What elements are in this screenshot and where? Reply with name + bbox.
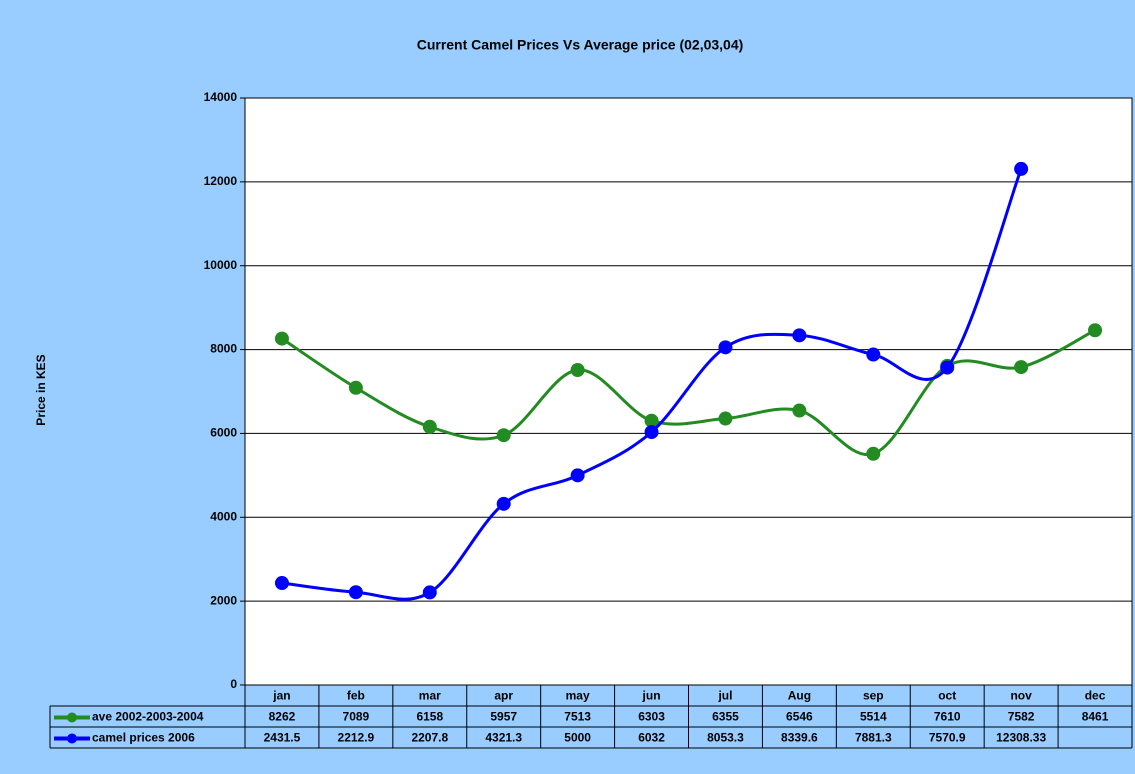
data-point (496, 496, 511, 511)
y-tick-label: 4000 (210, 509, 237, 523)
data-point (718, 340, 733, 355)
table-value: 2212.9 (338, 731, 375, 745)
x-tick-label: oct (938, 689, 956, 703)
table-value: 2431.5 (264, 731, 301, 745)
data-point (348, 380, 363, 395)
y-tick-label: 6000 (210, 426, 237, 440)
x-tick-label: dec (1085, 689, 1106, 703)
data-point (570, 362, 585, 377)
legend-marker (67, 733, 77, 744)
x-tick-label: sep (863, 689, 884, 703)
x-tick-label: feb (347, 689, 365, 703)
data-point (422, 585, 437, 600)
table-value: 12308.33 (996, 731, 1046, 745)
table-value: 5000 (564, 731, 591, 745)
data-point (644, 425, 659, 440)
table-value: 6355 (712, 710, 739, 724)
chart-title: Current Camel Prices Vs Average price (0… (417, 37, 744, 53)
data-point (1014, 161, 1029, 176)
data-point (792, 328, 807, 343)
table-value: 8339.6 (781, 731, 818, 745)
table-value: 7513 (564, 710, 591, 724)
data-point (570, 468, 585, 483)
data-point (496, 428, 511, 443)
legend-label: ave 2002-2003-2004 (92, 710, 204, 724)
data-point (1014, 360, 1029, 375)
x-tick-label: may (566, 689, 590, 703)
table-value: 7610 (934, 710, 961, 724)
x-tick-label: jan (272, 689, 290, 703)
y-tick-label: 2000 (210, 593, 237, 607)
y-tick-label: 0 (230, 677, 237, 691)
data-point (866, 347, 881, 362)
x-tick-label: apr (494, 689, 513, 703)
x-tick-label: nov (1010, 689, 1032, 703)
x-tick-label: jun (642, 689, 661, 703)
legend-marker (67, 712, 77, 723)
table-value: 8461 (1082, 710, 1109, 724)
data-point (422, 419, 437, 434)
x-tick-label: Aug (788, 689, 811, 703)
table-value: 4321.3 (485, 731, 522, 745)
plot-area (244, 97, 1133, 686)
data-point (644, 413, 659, 428)
table-value: 5514 (860, 710, 887, 724)
table-value: 6303 (638, 710, 665, 724)
table-value: 2207.8 (411, 731, 448, 745)
data-point (274, 576, 289, 591)
table-value: 8053.3 (707, 731, 744, 745)
table-value: 7089 (343, 710, 370, 724)
table-value: 6158 (416, 710, 443, 724)
data-point (792, 403, 807, 418)
table-value: 6546 (786, 710, 813, 724)
table-value: 7582 (1008, 710, 1035, 724)
y-tick-label: 14000 (204, 90, 238, 104)
table-value: 6032 (638, 731, 665, 745)
table-value: 5957 (490, 710, 517, 724)
y-tick-label: 8000 (210, 342, 237, 356)
table-value: 8262 (269, 710, 296, 724)
data-point (718, 411, 733, 426)
x-tick-label: mar (419, 689, 441, 703)
table-value: 7881.3 (855, 731, 892, 745)
data-point (348, 585, 363, 600)
y-tick-label: 12000 (204, 174, 238, 188)
y-tick-label: 10000 (204, 258, 238, 272)
legend-label: camel prices 2006 (92, 731, 195, 745)
x-tick-label: jul (717, 689, 732, 703)
data-point (866, 446, 881, 461)
table-value: 7570.9 (929, 731, 966, 745)
y-axis-label: Price in KES (34, 354, 48, 425)
series-line (281, 168, 1023, 601)
data-point (274, 331, 289, 346)
data-point (940, 360, 955, 375)
data-point (1088, 323, 1103, 338)
